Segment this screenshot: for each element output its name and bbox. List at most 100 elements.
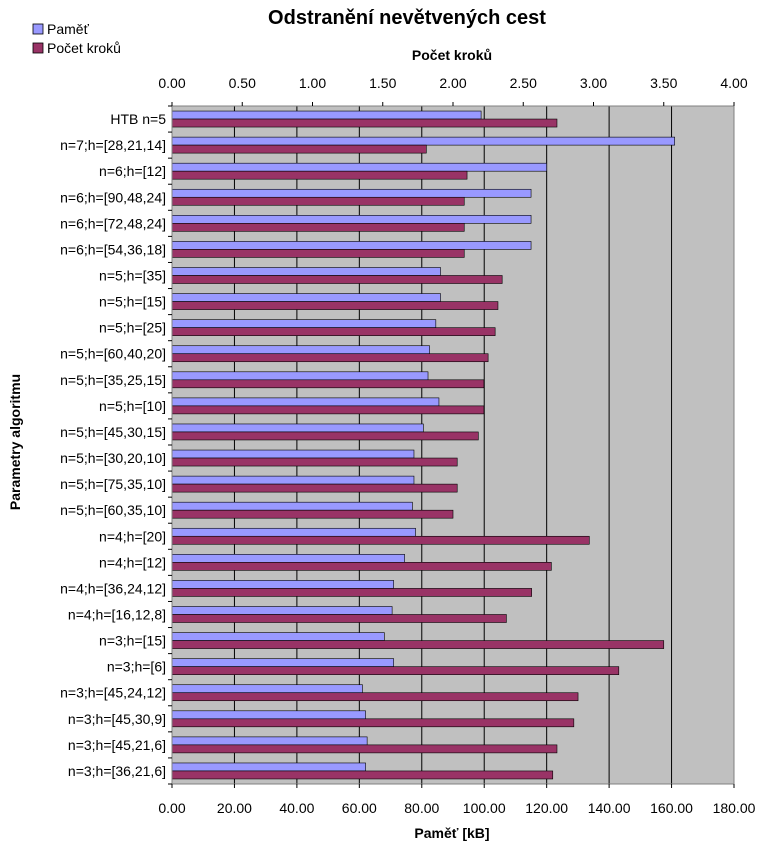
bottom-tick-label: 60.00 (342, 800, 377, 816)
category-label: n=4;h=[16,12,8] (68, 607, 166, 623)
top-tick-label: 2.50 (510, 75, 537, 91)
bar-pamet (171, 345, 430, 355)
top-tick-label: 1.00 (299, 75, 326, 91)
bar-pamet (171, 397, 440, 407)
legend-label-pocet-kroku: Počet kroků (47, 40, 121, 56)
category-label: n=6;h=[72,48,24] (60, 215, 166, 231)
bar-pamet (171, 241, 532, 250)
top-tick-label: 0.00 (158, 75, 185, 91)
bar-pamet (171, 293, 441, 302)
bar-pamet (171, 762, 366, 772)
category-label: n=4;h=[12] (99, 554, 166, 570)
category-label: n=5;h=[45,30,15] (60, 424, 166, 440)
category-label: n=6;h=[90,48,24] (60, 189, 166, 205)
bar-pocet-kroku (171, 509, 454, 519)
category-label: n=4;h=[20] (99, 528, 166, 544)
category-label: n=3;h=[45,24,12] (60, 685, 166, 701)
category-label: n=3;h=[45,21,6] (68, 737, 166, 753)
bar-pocet-kroku (171, 666, 620, 675)
bottom-tick-label: 100.00 (463, 800, 506, 816)
bottom-tick-label: 120.00 (525, 800, 568, 816)
category-label: n=5;h=[35] (99, 268, 166, 284)
bottom-tick-label: 80.00 (404, 800, 439, 816)
bar-pamet (171, 110, 482, 120)
top-axis-title: Počet kroků (412, 47, 492, 63)
bar-pocet-kroku (171, 744, 558, 754)
bottom-tick-label: 20.00 (217, 800, 252, 816)
bar-pamet (171, 580, 394, 589)
bar-pamet (171, 371, 429, 381)
bar-pamet (171, 475, 415, 485)
bar-pamet (171, 136, 675, 146)
bar-pamet (171, 215, 532, 224)
bar-pocet-kroku (171, 718, 575, 728)
legend-swatch-pocet-kroku (32, 42, 44, 54)
bar-pocet-kroku (171, 614, 507, 623)
category-label: n=6;h=[12] (99, 163, 166, 179)
bar-pocet-kroku (171, 562, 552, 571)
legend: Paměť Počet kroků (32, 21, 121, 56)
bottom-tick-label: 180.00 (713, 800, 756, 816)
bottom-tick-label: 0.00 (158, 800, 185, 816)
category-label: n=5;h=[15] (99, 294, 166, 310)
bar-pamet (171, 423, 424, 433)
bar-pocet-kroku (171, 457, 458, 467)
bar-pamet (171, 736, 368, 746)
bar-pamet (171, 658, 394, 667)
top-axis-ticks: 0.00 0.50 1.00 1.50 2.00 2.50 3.00 3.50 4.00 (158, 75, 748, 106)
bar-pamet (171, 606, 393, 615)
category-label: n=3;h=[6] (107, 659, 166, 675)
bar-pamet (171, 554, 405, 563)
bar-pocet-kroku (171, 249, 465, 258)
top-tick-label: 4.00 (720, 75, 747, 91)
bar-pocet-kroku (171, 692, 579, 702)
legend-label-pamet: Paměť (47, 21, 90, 37)
bar-pamet (171, 501, 413, 511)
bar-pocet-kroku (171, 223, 465, 232)
bar-pocet-kroku (171, 196, 465, 206)
bar-pocet-kroku (171, 431, 479, 441)
bar-pamet (171, 632, 385, 641)
bar-pamet (171, 319, 437, 328)
bar-pocet-kroku (171, 483, 458, 493)
bar-pamet (171, 684, 363, 694)
bar-pocet-kroku (171, 353, 489, 363)
bar-pocet-kroku (171, 118, 558, 128)
chart-title: Odstranění nevětvených cest (268, 7, 546, 29)
bottom-tick-label: 160.00 (650, 800, 693, 816)
category-label: n=5;h=[30,20,10] (60, 450, 166, 466)
bar-pamet (171, 162, 547, 172)
top-tick-label: 2.00 (439, 75, 466, 91)
category-label: n=5;h=[75,35,10] (60, 476, 166, 492)
category-label: n=4;h=[36,24,12] (60, 580, 166, 596)
legend-swatch-pamet (32, 23, 44, 35)
bottom-axis-ticks: 0.00 20.00 40.00 60.00 80.00 100.00 120.00 140.… (158, 784, 756, 816)
category-label: HTB n=5 (110, 111, 166, 127)
bar-pocet-kroku (171, 301, 499, 310)
bar-pocet-kroku (171, 640, 665, 649)
bars (171, 110, 675, 780)
bar-pocet-kroku (171, 405, 485, 415)
y-axis-title: Parametry algoritmu (7, 374, 23, 510)
category-label: n=6;h=[54,36,18] (60, 241, 166, 257)
bar-pamet (171, 527, 416, 537)
top-tick-label: 3.50 (650, 75, 677, 91)
bottom-axis-title: Paměť [kB] (414, 825, 489, 841)
top-tick-label: 0.50 (229, 75, 256, 91)
bar-pocet-kroku (171, 144, 427, 154)
bar-pocet-kroku (171, 327, 496, 336)
category-label: n=3;h=[45,30,9] (68, 711, 166, 727)
top-tick-label: 3.00 (580, 75, 607, 91)
category-label: n=3;h=[36,21,6] (68, 763, 166, 779)
category-labels: HTB n=5 n=7;h=[28,21,14] n=6;h=[12] n=6;h=[… (60, 105, 172, 785)
bottom-tick-label: 40.00 (279, 800, 314, 816)
category-label: n=5;h=[25] (99, 320, 166, 336)
category-label: n=5;h=[60,40,20] (60, 346, 166, 362)
bar-pocet-kroku (171, 535, 590, 545)
bar-pamet (171, 188, 532, 198)
plot-area (172, 106, 734, 784)
bar-pocet-kroku (171, 170, 468, 180)
bottom-tick-label: 140.00 (588, 800, 631, 816)
category-label: n=5;h=[60,35,10] (60, 502, 166, 518)
